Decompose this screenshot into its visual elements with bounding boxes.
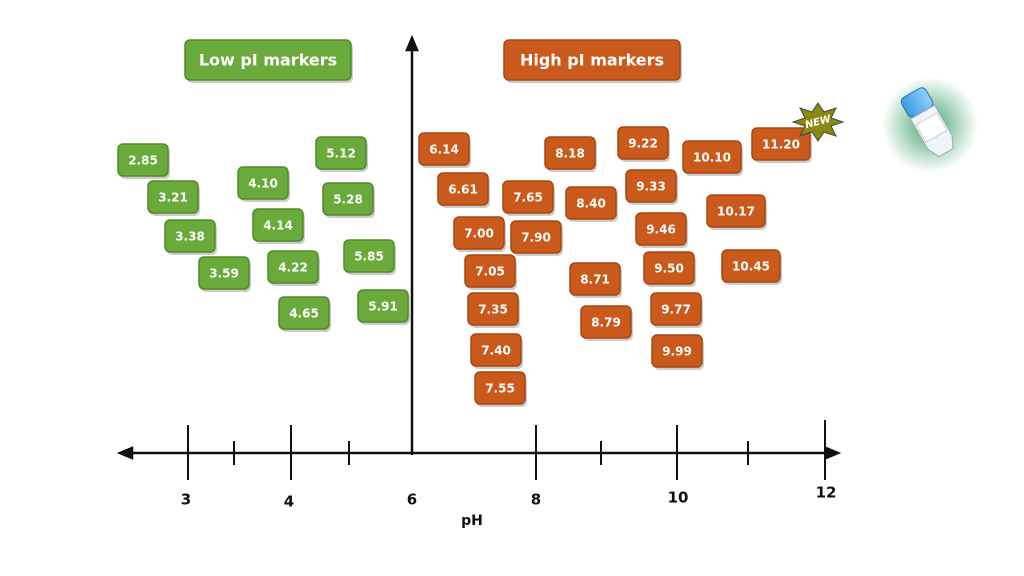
high-marker-box	[437, 172, 489, 206]
high-marker-box	[682, 140, 742, 174]
low-marker-box	[267, 250, 319, 284]
high-marker-label: 8.40	[576, 197, 606, 211]
high-marker-label: 10.45	[732, 260, 770, 274]
low-marker-box	[357, 289, 409, 323]
tick-label: 6	[407, 491, 417, 509]
high-marker-label: 7.65	[513, 191, 543, 205]
tick-label: 4	[284, 493, 294, 511]
high-marker-box	[470, 333, 522, 367]
low-marker-label: 3.38	[175, 230, 205, 244]
low-marker-box	[322, 182, 374, 216]
high-marker-label: 8.18	[555, 147, 585, 161]
high-marker-label: 10.17	[717, 205, 755, 219]
high-marker-label: 7.05	[475, 265, 505, 279]
high-marker-label: 7.40	[481, 344, 511, 358]
high-marker-label: 7.55	[485, 382, 515, 396]
low-marker-box	[117, 143, 169, 177]
high-marker-box	[510, 220, 562, 254]
high-marker-box	[467, 292, 519, 326]
high-marker-box	[418, 132, 470, 166]
low-marker-box	[315, 136, 367, 170]
low-marker-label: 4.22	[278, 261, 308, 275]
high-marker-box	[565, 186, 617, 220]
high-marker-box	[650, 292, 702, 326]
high-marker-label: 7.35	[478, 303, 508, 317]
high-marker-box	[474, 371, 526, 405]
tick-label: 10	[668, 489, 689, 507]
high-marker-label: 6.14	[429, 143, 459, 157]
high-marker-label: 7.00	[464, 227, 494, 241]
high-marker-box	[625, 169, 677, 203]
high-marker-label: 6.61	[448, 183, 478, 197]
high-marker-box	[453, 216, 505, 250]
high-marker-label: 9.22	[628, 137, 658, 151]
low-marker-box	[343, 239, 395, 273]
high-marker-label: 8.79	[591, 316, 621, 330]
high-marker-box	[706, 194, 766, 228]
low-marker-box	[147, 180, 199, 214]
high-marker-box	[721, 249, 781, 283]
low-marker-label: 2.85	[128, 154, 158, 168]
high-marker-label: 11.20	[762, 138, 800, 152]
high-marker-box	[544, 136, 596, 170]
high-marker-box	[569, 262, 621, 296]
high-marker-label: 8.71	[580, 273, 610, 287]
high-marker-label: 9.46	[646, 223, 676, 237]
high-marker-label: 9.77	[661, 303, 691, 317]
low-marker-label: 5.28	[333, 193, 363, 207]
axes	[116, 34, 842, 480]
low-marker-label: 3.59	[209, 267, 239, 281]
low-marker-label: 4.65	[289, 307, 319, 321]
axis-label: pH	[461, 513, 483, 529]
high-marker-box	[464, 254, 516, 288]
vial	[882, 77, 978, 173]
high-marker-label: 9.50	[654, 262, 684, 276]
high-marker-label: 9.33	[636, 180, 666, 194]
high-marker-label: 9.99	[662, 345, 692, 359]
low-marker-label: 4.14	[263, 219, 293, 233]
low-marker-box	[164, 219, 216, 253]
high-marker-label: 10.10	[693, 151, 731, 165]
high-marker-box	[617, 126, 669, 160]
new-badge: NEW	[791, 102, 845, 142]
high-marker-box	[635, 212, 687, 246]
tick-label: 3	[181, 491, 191, 509]
high-marker-box	[651, 334, 703, 368]
high-marker-box	[643, 251, 695, 285]
low-marker-label: 3.21	[158, 191, 188, 205]
low-marker-box	[278, 296, 330, 330]
low-marker-box	[237, 166, 289, 200]
low-marker-box	[252, 208, 304, 242]
low-marker-label: 5.91	[368, 300, 398, 314]
low-marker-box	[198, 256, 250, 290]
tick-label: 12	[816, 484, 837, 502]
header-label: Low pI markers	[199, 51, 337, 70]
low-marker-label: 5.85	[354, 250, 384, 264]
high-marker-box	[502, 180, 554, 214]
header-label: High pI markers	[520, 51, 664, 70]
low-marker-label: 5.12	[326, 147, 356, 161]
tick-label: 8	[531, 491, 541, 509]
high-marker-box	[751, 127, 811, 161]
header-box	[503, 39, 681, 81]
high-marker-box	[580, 305, 632, 339]
high-marker-label: 7.90	[521, 231, 551, 245]
header-box	[184, 39, 352, 81]
low-marker-label: 4.10	[248, 177, 278, 191]
